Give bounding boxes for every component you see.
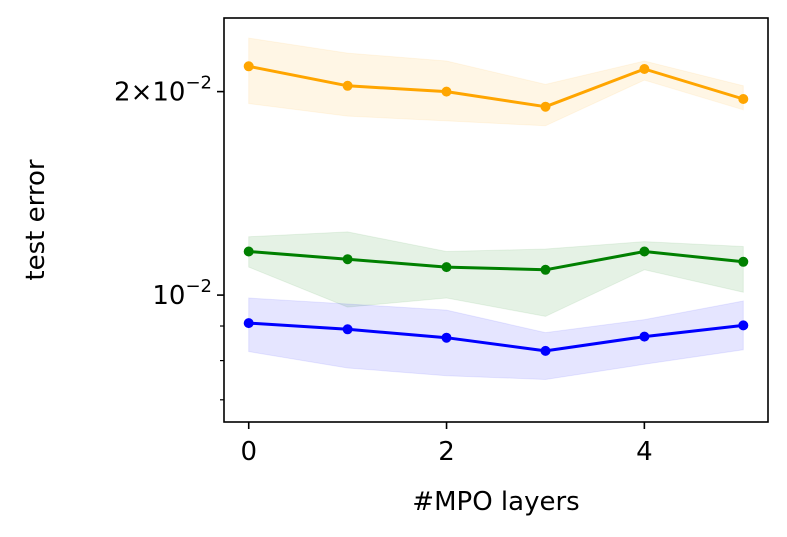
data-point	[540, 101, 551, 112]
y-axis-label: test error	[21, 159, 51, 280]
data-point	[441, 86, 452, 97]
x-tick-label: 0	[240, 437, 257, 467]
data-point	[441, 332, 452, 343]
error-band-series-1	[248, 37, 744, 127]
x-tick-label: 4	[636, 437, 653, 467]
series-line-1	[248, 64, 744, 109]
y-tick-label: 2×10−2	[114, 73, 212, 108]
series-line-3	[248, 321, 744, 353]
error-band-series-3	[248, 297, 744, 381]
series-points	[243, 61, 749, 356]
error-bands	[248, 37, 744, 381]
y-tick-label: 10−2	[152, 276, 212, 311]
data-point	[441, 262, 452, 273]
data-point	[540, 345, 551, 356]
error-band-series-2	[248, 231, 744, 317]
data-point	[342, 254, 353, 265]
data-point	[639, 64, 650, 74]
data-point	[342, 324, 353, 335]
data-point	[342, 80, 353, 91]
y-axis-ticks: 2×10−2 10−2	[114, 73, 224, 401]
data-point	[243, 318, 254, 329]
data-point	[738, 320, 749, 331]
data-point	[738, 256, 749, 267]
plot-frame	[223, 17, 769, 423]
data-point	[243, 61, 254, 72]
data-point	[738, 94, 749, 104]
data-point	[540, 264, 551, 275]
x-axis-label: #MPO layers	[412, 487, 579, 517]
x-axis-ticks: 0 2 4	[240, 422, 653, 467]
series-lines	[248, 64, 744, 353]
x-tick-label: 2	[438, 437, 455, 467]
data-point	[639, 331, 650, 342]
series-line-2	[248, 250, 744, 272]
data-point	[243, 246, 254, 257]
data-point	[639, 246, 650, 257]
